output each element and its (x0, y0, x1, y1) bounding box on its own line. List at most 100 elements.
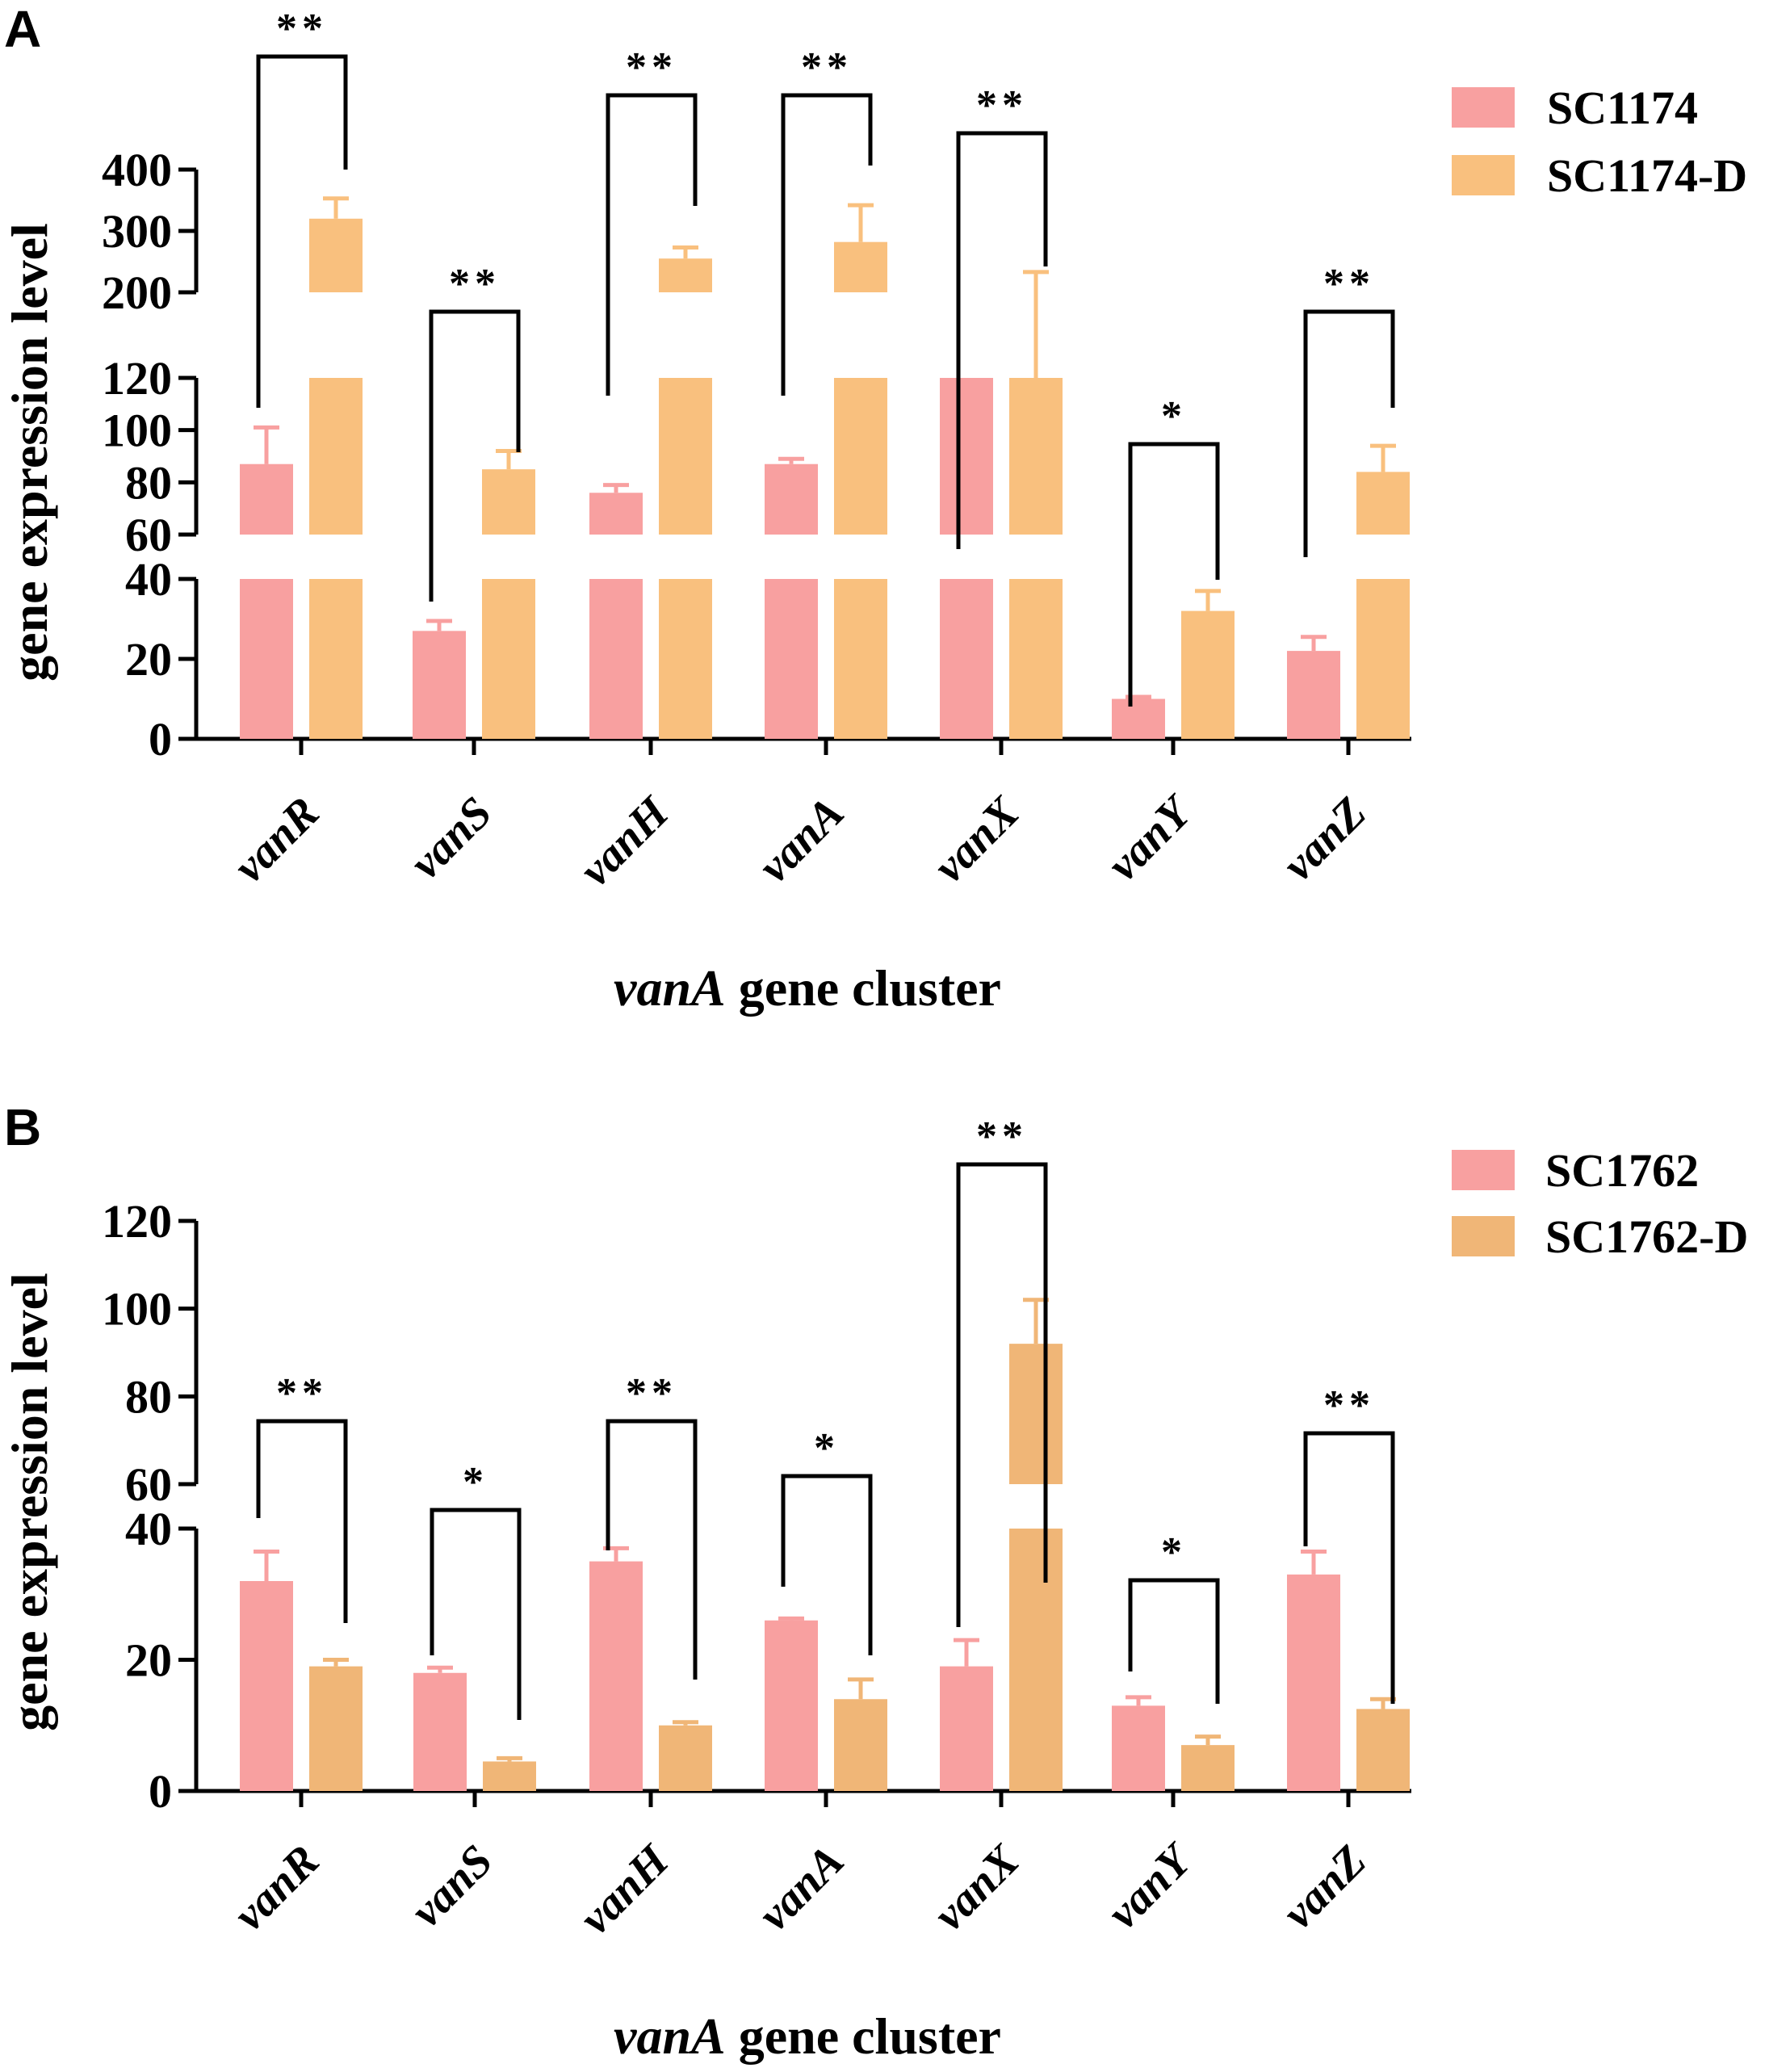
panel-a: A gene expression level vanA gene cluste… (1, 0, 1747, 1017)
significance-label-vanH: ** (626, 1370, 677, 1416)
bar-SC1762-D-vanR (309, 1666, 363, 1791)
bar-SC1174-D-vanR (309, 218, 363, 292)
category-label-vanS: vanS (400, 787, 501, 888)
bar-SC1174-D-vanZ (1356, 472, 1410, 535)
significance-label-vanX: ** (976, 1114, 1028, 1160)
bar-SC1762-vanA (765, 1620, 818, 1791)
y-tick-label: 400 (102, 144, 172, 196)
panel-a-ylabel: gene expression level (1, 223, 58, 682)
significance-bracket-vanY (1128, 442, 1220, 707)
bar-SC1762-vanY (1112, 1705, 1165, 1791)
legend-a-swatch-1 (1452, 87, 1515, 128)
bar-SC1762-D-vanX (1009, 1529, 1063, 1791)
significance-bracket-vanH (606, 93, 698, 396)
significance-label-vanS: ** (449, 261, 501, 307)
significance-label-vanR: ** (276, 1370, 328, 1416)
bar-SC1174-vanA (765, 463, 818, 535)
y-tick-label: 120 (102, 1195, 172, 1248)
bar-SC1174-vanZ (1287, 651, 1340, 739)
legend-b-label-1: SC1762 (1545, 1144, 1699, 1197)
legend-b-swatch-2 (1452, 1216, 1515, 1256)
panel-a-xlabel: vanA gene cluster (614, 959, 1001, 1017)
significance-bracket-vanY (1128, 1578, 1220, 1704)
category-label-vanS: vanS (401, 1835, 502, 1936)
bar-SC1762-D-vanS (483, 1761, 536, 1791)
bar-SC1174-vanY (1112, 698, 1165, 739)
bar-SC1174-vanR (240, 463, 293, 535)
significance-bracket-vanA (781, 1474, 873, 1655)
significance-label-vanA: ** (801, 44, 853, 90)
y-tick-label: 80 (125, 456, 172, 509)
bar-SC1174-D-vanR (309, 579, 363, 739)
significance-label-vanY: * (1161, 1529, 1187, 1575)
bar-SC1174-D-vanS (482, 579, 535, 739)
panel-b-ylabel: gene expression level (1, 1273, 58, 1731)
category-label-vanX: vanX (924, 1835, 1030, 1940)
panel-a-legend: SC1174 SC1174-D (1452, 82, 1747, 202)
significance-bracket-vanH (606, 1419, 698, 1680)
significance-label-vanS: * (463, 1459, 488, 1505)
bar-SC1762-vanH (589, 1561, 643, 1791)
panel-b-xlabel: vanA gene cluster (614, 2007, 1001, 2065)
significance-label-vanX: ** (976, 82, 1028, 128)
panel-a-xlabel-italic: vanA (614, 959, 726, 1017)
category-label-vanZ: vanZ (1273, 1835, 1376, 1938)
bar-SC1762-D-vanA (834, 1699, 887, 1791)
bar-SC1174-D-vanH (659, 258, 712, 292)
bar-SC1174-vanS (413, 631, 466, 739)
legend-a-label-2: SC1174-D (1547, 149, 1747, 202)
significance-label-vanA: * (814, 1425, 840, 1471)
significance-label-vanZ: ** (1323, 1382, 1375, 1428)
category-label-vanY: vanY (1098, 1833, 1204, 1939)
panel-b-legend: SC1762 SC1762-D (1452, 1144, 1748, 1263)
panel-b-xlabel-rest: gene cluster (726, 2007, 1001, 2065)
panel-b-xlabel-italic: vanA (614, 2007, 726, 2065)
bar-SC1174-D-vanR (309, 378, 363, 535)
bar-SC1174-D-vanA (834, 241, 887, 292)
significance-bracket-vanZ (1303, 309, 1395, 557)
bar-SC1174-D-vanH (659, 579, 712, 739)
category-label-vanA: vanA (749, 787, 854, 892)
significance-bracket-vanX (956, 1162, 1048, 1627)
bar-SC1174-vanA (765, 579, 818, 739)
category-label-vanX: vanX (924, 786, 1030, 892)
y-tick-label: 20 (125, 1634, 172, 1687)
y-tick-label: 120 (102, 352, 172, 405)
bar-SC1174-vanX (940, 378, 993, 535)
y-tick-label: 40 (125, 1503, 172, 1555)
bar-SC1762-vanZ (1287, 1574, 1340, 1791)
bar-SC1762-D-vanY (1181, 1745, 1235, 1791)
y-tick-label: 0 (149, 713, 172, 765)
bar-SC1174-D-vanH (659, 378, 712, 535)
legend-a-label-1: SC1174 (1547, 82, 1698, 134)
legend-b-label-2: SC1762-D (1545, 1210, 1748, 1263)
significance-bracket-vanX (956, 131, 1048, 549)
bar-SC1174-D-vanZ (1356, 579, 1410, 739)
legend-a-swatch-2 (1452, 155, 1515, 195)
significance-bracket-vanS (429, 309, 521, 602)
bar-SC1762-vanX (940, 1666, 993, 1791)
y-tick-label: 100 (102, 1283, 172, 1336)
significance-label-vanR: ** (276, 6, 328, 52)
bar-SC1174-vanX (940, 579, 993, 739)
bar-SC1174-D-vanX (1009, 378, 1063, 535)
bar-SC1174-D-vanA (834, 378, 887, 535)
category-label-vanA: vanA (749, 1835, 854, 1940)
bar-SC1174-vanH (589, 579, 643, 739)
bar-SC1762-vanS (413, 1672, 467, 1791)
significance-bracket-vanA (781, 93, 873, 396)
bar-SC1762-vanR (240, 1581, 293, 1791)
bar-SC1174-D-vanX (1009, 579, 1063, 739)
significance-label-vanY: * (1161, 393, 1187, 439)
category-label-vanH: vanH (570, 1835, 679, 1944)
panel-a-letter: A (4, 0, 41, 58)
significance-label-vanZ: ** (1323, 261, 1375, 307)
category-label-vanR: vanR (224, 787, 329, 892)
significance-label-vanH: ** (626, 44, 677, 90)
y-tick-label: 40 (125, 553, 172, 606)
y-tick-label: 60 (125, 1458, 172, 1511)
bar-SC1174-vanR (240, 579, 293, 739)
category-label-vanY: vanY (1098, 785, 1204, 891)
